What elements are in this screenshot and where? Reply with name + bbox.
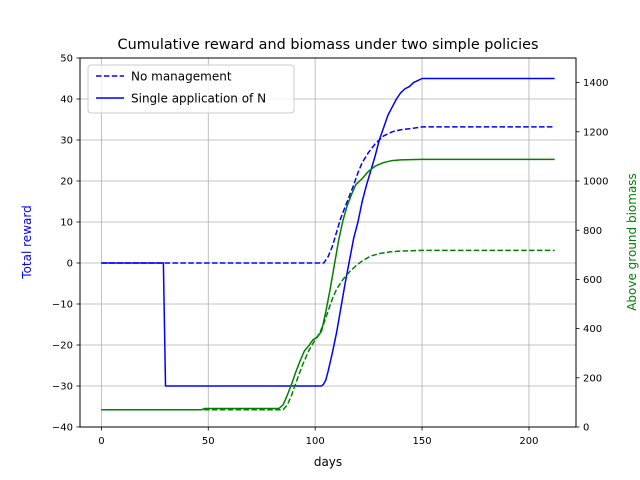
y-left-tick-label: 40 xyxy=(60,95,73,106)
series-biomass-single-n xyxy=(101,158,555,411)
y-axis-right-label: Above ground biomass xyxy=(625,173,639,311)
x-axis-label: days xyxy=(314,455,342,469)
y-right-tick-label: 800 xyxy=(583,226,602,237)
y-left-tick-label: 30 xyxy=(60,136,73,147)
x-tick-label: 200 xyxy=(519,436,538,447)
series-layer xyxy=(101,77,555,411)
x-axis: 0 50 100 150 200 xyxy=(98,427,539,447)
y-left-tick-label: 20 xyxy=(60,177,73,188)
series-reward-single-n xyxy=(101,77,555,387)
x-tick-label: 50 xyxy=(202,436,215,447)
y-right-tick-label: 200 xyxy=(583,373,602,384)
y-right-tick-label: 0 xyxy=(583,423,589,434)
series-biomass-no-management xyxy=(101,249,555,411)
y-left-tick-label: 10 xyxy=(60,218,73,229)
y-right-tick-label: 1200 xyxy=(583,127,608,138)
y-right-tick-label: 1000 xyxy=(583,177,608,188)
y-right-tick-label: 600 xyxy=(583,275,602,286)
y-left-tick-label: 50 xyxy=(60,54,73,65)
legend-label-no-management: No management xyxy=(131,70,232,84)
series-reward-no-management xyxy=(101,126,555,264)
x-tick-label: 0 xyxy=(98,436,104,447)
y-left-tick-label: −40 xyxy=(52,423,73,434)
y-axis-right: 0 200 400 600 800 1000 1200 1400 xyxy=(576,78,608,434)
y-right-tick-label: 400 xyxy=(583,324,602,335)
y-axis-left: −40 −30 −20 −10 0 10 20 30 40 50 xyxy=(52,54,80,434)
y-axis-left-label: Total reward xyxy=(20,205,34,279)
plot-frame xyxy=(79,57,577,428)
y-left-tick-label: −20 xyxy=(52,341,73,352)
legend-label-single-n: Single application of N xyxy=(131,92,266,106)
x-tick-label: 100 xyxy=(306,436,325,447)
y-left-tick-label: 0 xyxy=(67,259,73,270)
legend: No management Single application of N xyxy=(87,64,295,114)
y-left-tick-label: −30 xyxy=(52,382,73,393)
y-right-tick-label: 1400 xyxy=(583,78,608,89)
chart-title: Cumulative reward and biomass under two … xyxy=(118,37,539,53)
y-left-tick-label: −10 xyxy=(52,300,73,311)
x-tick-label: 150 xyxy=(413,436,432,447)
